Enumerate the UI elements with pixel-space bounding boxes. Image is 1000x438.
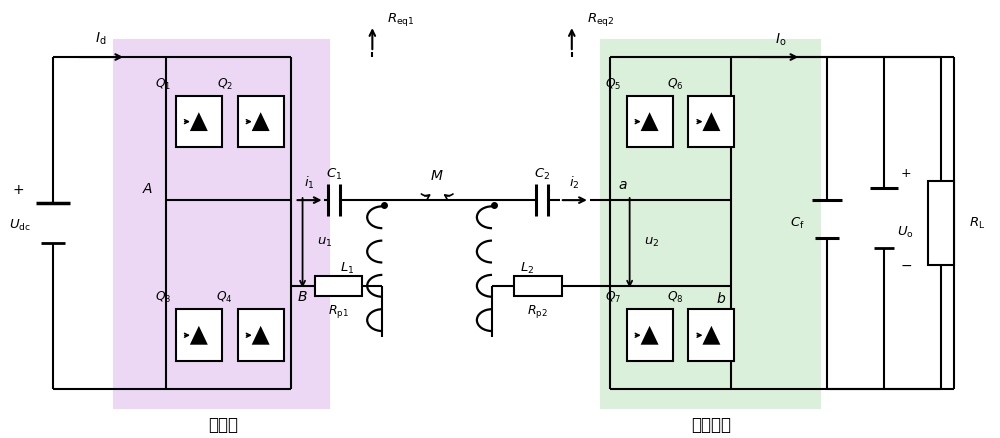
Text: $L_{1}$: $L_{1}$ (340, 261, 354, 276)
Text: $Q_5$: $Q_5$ (605, 77, 622, 92)
Text: $+$: $+$ (900, 167, 911, 180)
Polygon shape (641, 112, 659, 131)
Bar (600, 39, 821, 409)
Text: $C_{2}$: $C_{2}$ (534, 167, 550, 182)
Text: $R_{\mathrm{eq1}}$: $R_{\mathrm{eq1}}$ (387, 11, 415, 28)
Polygon shape (190, 112, 208, 131)
Bar (176, 309, 222, 361)
Text: 逆变器: 逆变器 (208, 416, 238, 434)
Text: $Q_4$: $Q_4$ (216, 290, 233, 305)
Bar (688, 96, 734, 148)
Polygon shape (252, 112, 270, 131)
Bar (627, 309, 673, 361)
Polygon shape (702, 326, 720, 345)
Text: $u_{1}$: $u_{1}$ (317, 236, 332, 249)
Text: $a$: $a$ (618, 178, 627, 192)
Text: $C_{\mathrm{f}}$: $C_{\mathrm{f}}$ (790, 215, 805, 230)
Text: $R_{\mathrm{L}}$: $R_{\mathrm{L}}$ (969, 215, 985, 230)
Text: $Q_3$: $Q_3$ (155, 290, 171, 305)
Text: 有源整流: 有源整流 (691, 416, 731, 434)
Bar (176, 96, 222, 148)
Text: $I_{\mathrm{o}}$: $I_{\mathrm{o}}$ (775, 32, 787, 48)
Text: $R_{\mathrm{eq2}}$: $R_{\mathrm{eq2}}$ (587, 11, 614, 28)
Text: $b$: $b$ (716, 290, 726, 306)
Text: $R_{\mathrm{p1}}$: $R_{\mathrm{p1}}$ (328, 303, 349, 320)
Text: $R_{\mathrm{p2}}$: $R_{\mathrm{p2}}$ (527, 303, 548, 320)
Bar (514, 276, 562, 296)
Bar (238, 96, 284, 148)
Text: $C_{1}$: $C_{1}$ (326, 167, 343, 182)
Bar (928, 181, 954, 265)
Text: $i_{1}$: $i_{1}$ (304, 175, 315, 191)
Bar (113, 39, 330, 409)
Text: $I_{\mathrm{d}}$: $I_{\mathrm{d}}$ (95, 31, 107, 47)
Polygon shape (252, 326, 270, 345)
Bar (627, 96, 673, 148)
Text: $B$: $B$ (297, 290, 307, 304)
Polygon shape (190, 326, 208, 345)
Bar (315, 276, 362, 296)
Polygon shape (702, 112, 720, 131)
Text: $+$: $+$ (12, 183, 24, 197)
Text: $Q_1$: $Q_1$ (155, 77, 171, 92)
Bar (688, 309, 734, 361)
Text: $Q_2$: $Q_2$ (217, 77, 233, 92)
Text: $U_{\mathrm{dc}}$: $U_{\mathrm{dc}}$ (9, 217, 31, 233)
Bar (238, 309, 284, 361)
Text: $Q_7$: $Q_7$ (605, 290, 622, 305)
Text: $i_{2}$: $i_{2}$ (569, 175, 580, 191)
Text: $U_{\mathrm{o}}$: $U_{\mathrm{o}}$ (897, 226, 914, 240)
Text: $L_{2}$: $L_{2}$ (520, 261, 534, 276)
Polygon shape (641, 326, 659, 345)
Text: $A$: $A$ (142, 182, 153, 196)
Text: $u_{2}$: $u_{2}$ (644, 236, 659, 249)
Text: $Q_6$: $Q_6$ (667, 77, 683, 92)
Text: $Q_8$: $Q_8$ (667, 290, 683, 305)
Text: $-$: $-$ (900, 258, 912, 272)
Text: $M$: $M$ (430, 169, 444, 183)
